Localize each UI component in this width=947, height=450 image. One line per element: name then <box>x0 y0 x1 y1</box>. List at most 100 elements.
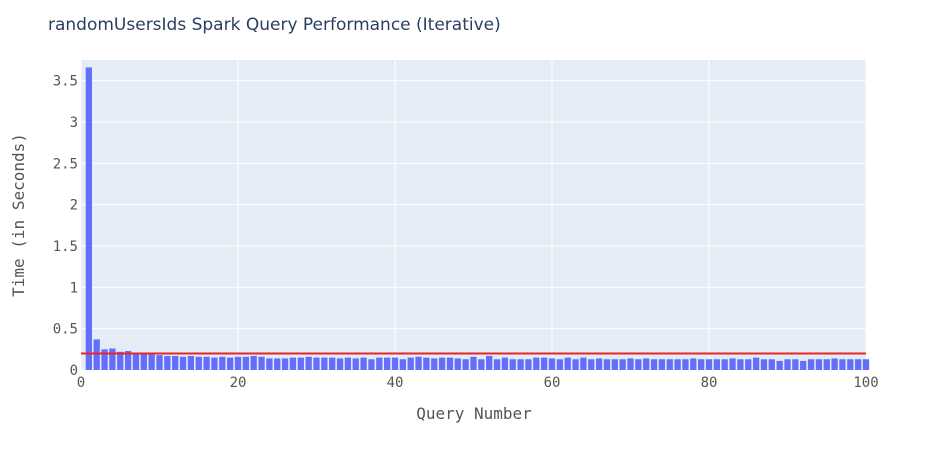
bar <box>776 360 783 370</box>
y-tick-label: 1.5 <box>53 239 78 255</box>
chart-title: randomUsersIds Spark Query Performance (… <box>48 15 501 35</box>
bar <box>855 359 862 370</box>
y-tick-label: 0.5 <box>53 322 78 338</box>
bar <box>713 359 720 370</box>
bar <box>140 353 147 370</box>
bar <box>784 359 791 370</box>
bar <box>580 357 587 370</box>
bar <box>164 355 171 370</box>
bar <box>588 359 595 370</box>
bar <box>281 358 289 370</box>
bar <box>124 350 132 370</box>
bar <box>384 357 391 370</box>
bar <box>336 358 344 370</box>
bar <box>227 357 234 370</box>
bar <box>368 359 375 370</box>
plot-area <box>81 60 866 370</box>
x-tick-label: 40 <box>387 375 404 391</box>
x-axis-title: Query Number <box>416 404 532 423</box>
y-tick-label: 0 <box>70 363 78 379</box>
bar <box>792 359 799 370</box>
bar <box>446 357 454 370</box>
bar <box>391 357 399 370</box>
bar <box>179 356 187 370</box>
bar <box>800 360 807 370</box>
y-tick-label: 2.5 <box>53 156 78 172</box>
bar <box>493 359 501 370</box>
bar <box>745 359 752 370</box>
bar <box>85 67 92 370</box>
bar <box>721 359 728 370</box>
bar <box>674 359 681 370</box>
bar <box>823 359 830 370</box>
bar <box>219 356 226 370</box>
x-tick-label: 20 <box>230 375 247 391</box>
y-tick-labels: 0 0.5 1 1.5 2 2.5 3 3.5 <box>53 74 78 379</box>
bar <box>611 359 618 370</box>
bar <box>289 357 297 370</box>
bar <box>242 356 249 370</box>
bar <box>117 351 124 370</box>
bar <box>156 355 163 370</box>
bar <box>729 358 736 370</box>
y-tick-label: 1 <box>70 280 78 296</box>
bar <box>839 359 846 370</box>
bar <box>211 357 218 370</box>
bar <box>517 359 524 370</box>
bar <box>258 356 265 370</box>
bar <box>847 359 854 370</box>
bar <box>760 359 768 370</box>
bar <box>548 358 556 370</box>
bar <box>650 359 658 370</box>
bar <box>266 358 273 370</box>
x-tick-labels: 0 20 40 60 80 100 <box>77 375 879 391</box>
bar <box>274 358 281 370</box>
bar <box>635 359 642 370</box>
bar <box>831 358 838 370</box>
bar <box>470 356 477 370</box>
bar <box>595 358 603 370</box>
bar <box>148 354 155 370</box>
x-tick-label: 100 <box>853 375 878 391</box>
bar <box>344 357 352 370</box>
bar <box>752 357 760 370</box>
y-tick-label: 3 <box>70 115 78 131</box>
bar <box>737 359 744 370</box>
bar <box>666 359 673 370</box>
bar <box>423 357 430 370</box>
bar <box>478 359 485 370</box>
bar <box>658 359 666 370</box>
bar <box>690 358 697 370</box>
bar <box>438 357 446 370</box>
bar <box>807 359 815 370</box>
bar <box>305 356 312 370</box>
bar <box>556 359 563 370</box>
bar <box>132 353 140 370</box>
bar <box>815 359 823 370</box>
bar <box>172 355 179 370</box>
bar <box>541 357 548 370</box>
bar <box>250 355 257 370</box>
bar <box>376 357 383 370</box>
bar <box>572 359 579 370</box>
y-tick-label: 3.5 <box>53 74 78 90</box>
bar <box>399 359 406 370</box>
bar <box>101 349 108 370</box>
bar <box>682 359 689 370</box>
bar <box>533 357 540 370</box>
gridlines <box>80 60 867 371</box>
bar <box>454 358 461 370</box>
bar <box>313 357 320 370</box>
bars <box>85 67 870 370</box>
bar <box>195 356 202 370</box>
bar <box>407 357 414 370</box>
bar <box>234 356 242 370</box>
bar <box>486 355 493 370</box>
bar <box>698 359 705 370</box>
bar <box>329 357 336 370</box>
bar <box>705 359 713 370</box>
bar <box>360 357 367 370</box>
bar <box>619 359 626 370</box>
y-tick-label: 2 <box>70 198 78 214</box>
